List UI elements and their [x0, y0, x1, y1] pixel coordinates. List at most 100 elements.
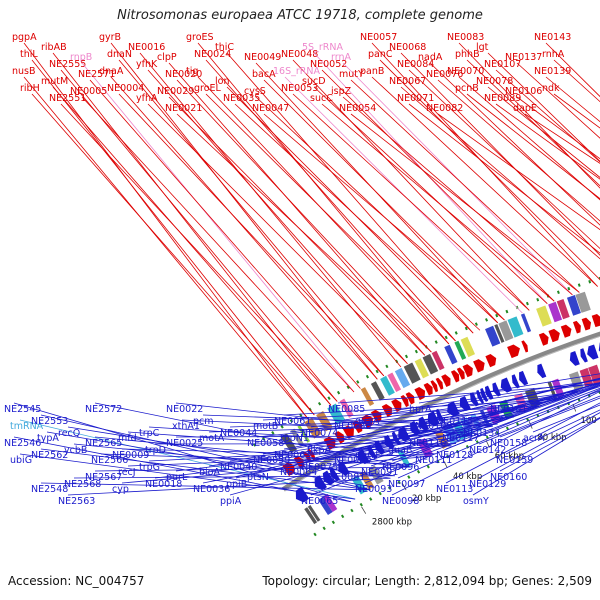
- bottom-gene-label: guaA: [355, 416, 380, 427]
- genome-backbone-highlight: [284, 335, 600, 492]
- kbp-tick: [443, 460, 448, 469]
- forward-gene-arrow: [450, 370, 460, 383]
- top-gene-label: NE0082: [426, 103, 463, 114]
- reverse-feature-block: [322, 493, 338, 513]
- top-leader-line: [350, 113, 580, 293]
- outer-tick-ring: [252, 276, 600, 447]
- forward-gene-arrow: [435, 377, 444, 390]
- topology-text: Topology: circular; Length: 2,812,094 bp…: [262, 574, 592, 588]
- top-gene-label: tig: [186, 66, 198, 77]
- genome-backbone: [282, 331, 600, 492]
- bottom-leader-line: [499, 416, 600, 472]
- forward-gene-arrow: [430, 380, 439, 393]
- top-leader-line: [60, 69, 338, 402]
- top-leader-line: [23, 76, 309, 420]
- top-leader-line: [553, 59, 600, 103]
- top-gene-label: nusB: [12, 66, 36, 77]
- bottom-leader-line: [13, 402, 351, 503]
- top-gene-label: NE0047: [252, 103, 289, 114]
- bottom-gene-label: NE0061: [274, 416, 311, 427]
- bottom-gene-label: NE2567: [85, 472, 122, 483]
- bottom-gene-label: NE0127: [442, 433, 479, 444]
- bottom-gene-label: NE0080: [334, 455, 371, 466]
- bottom-gene-label: cyp: [112, 484, 129, 495]
- reverse-gene-arrow: [329, 467, 340, 482]
- bottom-gene-label: xthA1: [172, 421, 200, 432]
- top-leader-line: [168, 62, 426, 356]
- bottom-leader-line: [445, 377, 600, 416]
- reverse-feature-block: [304, 507, 318, 525]
- top-leader-line: [313, 86, 548, 304]
- top-leader-line: [292, 59, 530, 311]
- top-leader-line: [52, 86, 332, 406]
- top-leader-line: [379, 59, 600, 281]
- forward-feature-block: [485, 325, 501, 347]
- bottom-leader-line: [94, 402, 411, 468]
- top-gene-label: pgpA: [12, 32, 37, 43]
- bottom-leader-line: [40, 482, 371, 491]
- bottom-leader-line: [256, 407, 536, 438]
- top-leader-line: [89, 79, 361, 389]
- top-gene-label: NE0020: [165, 69, 202, 80]
- bottom-leader-line: [499, 378, 600, 404]
- forward-gene-arrow: [381, 404, 392, 417]
- kbp-label: 20 kbp: [412, 494, 441, 504]
- forward-gene-arrow: [507, 344, 520, 359]
- bottom-gene-label: bioA: [199, 467, 220, 478]
- bottom-gene-label: acrA: [523, 433, 545, 444]
- bottom-leader-line: [262, 405, 541, 421]
- bottom-leader-line: [397, 389, 600, 479]
- top-gene-label: NE0049: [244, 52, 281, 63]
- top-gene-label: yfhK: [136, 59, 158, 70]
- bottom-gene-label: NE2553: [31, 416, 68, 427]
- top-gene-label: NE0089: [484, 93, 521, 104]
- forward-gene-arrow: [572, 320, 581, 334]
- bottom-gene-label: NE0093: [355, 484, 392, 495]
- top-leader-line: [255, 62, 498, 324]
- bottom-leader-line: [472, 386, 600, 428]
- top-leader-line: [495, 103, 600, 180]
- forward-gene-arrow: [560, 324, 572, 338]
- bottom-gene-label: NE0081: [328, 472, 365, 483]
- bottom-leader-line: [19, 453, 356, 500]
- top-gene-label: panC: [368, 49, 393, 60]
- reverse-gene-arrow: [500, 377, 513, 393]
- forward-gene-arrow: [441, 374, 451, 388]
- reverse-gene-arrow: [492, 382, 502, 397]
- bottom-leader-line: [262, 405, 541, 455]
- top-gene-label: NE0083: [447, 32, 484, 43]
- bottom-gene-label: NE0160: [490, 472, 527, 483]
- top-leader-line: [545, 76, 600, 123]
- top-leader-line: [516, 96, 600, 160]
- top-gene-label: gyrB: [99, 32, 121, 43]
- bottom-gene-label: NE0159: [496, 455, 533, 466]
- bottom-leader-line: [337, 383, 600, 404]
- top-gene-label: panB: [360, 66, 384, 77]
- top-leader-line: [487, 86, 600, 178]
- bottom-gene-label: recJ: [118, 467, 136, 478]
- bottom-gene-label: NE0063: [274, 450, 311, 461]
- top-gene-label: groEL: [194, 83, 222, 94]
- top-gene-label: NE2571: [78, 69, 115, 80]
- forward-feature-block: [548, 301, 563, 323]
- top-gene-label: NE0024: [194, 49, 231, 60]
- bottom-leader-line: [229, 416, 515, 462]
- top-gene-label: NE0084: [397, 59, 434, 70]
- top-gene-label: phhB: [455, 49, 480, 60]
- kbp-tick: [361, 506, 367, 514]
- top-gene-label: NE0029: [157, 86, 194, 97]
- bottom-leader-line: [391, 385, 600, 462]
- top-leader-line: [458, 76, 600, 201]
- top-gene-label: yfhA: [136, 93, 158, 104]
- bottom-gene-label: NE0097: [388, 479, 425, 490]
- top-gene-label: NE0048: [281, 49, 318, 60]
- top-gene-label: NE0076: [426, 69, 463, 80]
- bottom-gene-label: pcm: [193, 416, 214, 427]
- top-leader-line: [466, 59, 600, 187]
- top-leader-line: [263, 79, 505, 321]
- bottom-leader-line: [94, 466, 411, 472]
- top-leader-line: [139, 52, 402, 368]
- top-gene-label: groES: [186, 32, 214, 43]
- bottom-gene-label: NE0134: [463, 428, 500, 439]
- forward-gene-arrow: [462, 364, 473, 378]
